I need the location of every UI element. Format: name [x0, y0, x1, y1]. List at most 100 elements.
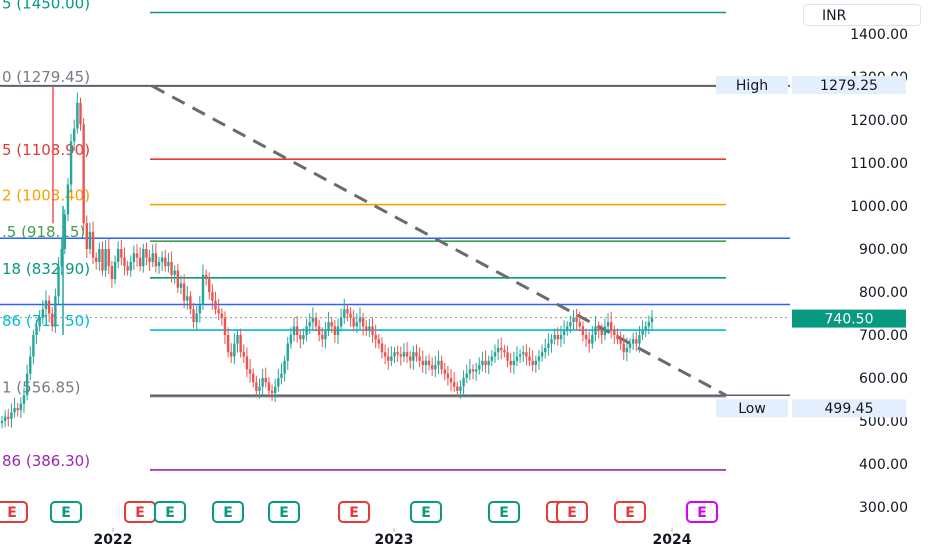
earnings-marker[interactable]: E [614, 501, 646, 523]
candle-body [47, 300, 51, 314]
candle-body [594, 326, 597, 335]
y-tick-label: 800.00 [859, 285, 908, 301]
earnings-marker[interactable]: E [410, 501, 442, 523]
candle-body [69, 141, 73, 185]
candle-body [173, 270, 176, 275]
candle-body [138, 257, 142, 267]
candle-body [402, 352, 406, 357]
earnings-marker[interactable]: E [686, 501, 718, 523]
earnings-marker-box [268, 501, 300, 523]
candle-body [157, 261, 161, 267]
candle-body [135, 253, 139, 258]
candle-body [299, 335, 302, 340]
candle-body [208, 279, 211, 292]
earnings-marker[interactable]: E [0, 501, 28, 523]
candle-body [167, 261, 170, 267]
candle-body [493, 352, 497, 357]
candle-body [393, 352, 396, 357]
candle-body [591, 335, 594, 344]
earnings-marker[interactable]: E [212, 501, 244, 523]
candle-body [201, 274, 205, 305]
candle-body [88, 231, 92, 249]
candle-body [478, 365, 481, 370]
price-axis: 1400.001300.001200.001100.001000.00900.0… [850, 27, 908, 516]
price-tag: High 1279.25 [716, 75, 906, 94]
tag-label-bg [716, 75, 788, 94]
dashed-trendline[interactable] [151, 84, 727, 397]
candle-body [277, 378, 280, 387]
y-tick-label: 1000.00 [850, 199, 908, 215]
y-tick-label: 500.00 [859, 414, 908, 430]
candle-body [217, 309, 220, 314]
trendline [151, 84, 727, 397]
currency-selector[interactable]: INR [803, 4, 921, 26]
candle-body [245, 356, 249, 370]
candle-body [597, 326, 600, 331]
candle-body [317, 326, 321, 335]
earnings-marker[interactable]: E [556, 501, 588, 523]
price-tag: Low 499.45 [716, 399, 906, 418]
earnings-marker-letter: E [223, 505, 233, 521]
candle-body [396, 352, 399, 355]
candle-body [142, 249, 145, 267]
candle-body [292, 326, 296, 335]
candle-body [339, 317, 343, 327]
candle-body [409, 356, 412, 361]
earnings-marker[interactable]: E [50, 501, 82, 523]
candle-body [578, 322, 581, 327]
candle-body [51, 313, 54, 327]
earnings-marker[interactable]: E [338, 501, 370, 523]
earnings-marker-letter: E [135, 505, 145, 521]
candle-body [638, 335, 641, 344]
candle-body [635, 339, 638, 344]
earnings-marker-letter: E [697, 505, 707, 521]
candle-body [41, 309, 45, 318]
y-tick-label: 900.00 [859, 242, 908, 258]
earnings-marker-box [0, 501, 28, 523]
candle-body [449, 378, 453, 383]
candle-body [515, 356, 519, 361]
candle-body [481, 360, 484, 366]
earnings-marker[interactable]: E [154, 501, 186, 523]
candlesticks [0, 86, 654, 429]
candle-body [10, 412, 13, 419]
candle-body [236, 335, 239, 344]
candle-body [540, 352, 544, 357]
candle-body [198, 304, 202, 314]
earnings-marker-box [488, 501, 520, 523]
candle-body [622, 343, 625, 353]
candle-body [518, 354, 522, 357]
candle-body [584, 335, 588, 340]
candle-body [107, 249, 110, 267]
candle-body [226, 335, 230, 353]
candle-body [418, 356, 421, 361]
candle-body [487, 360, 490, 366]
candle-body [550, 339, 553, 344]
candle-body [73, 128, 76, 142]
earnings-marker-letter: E [499, 505, 509, 521]
candle-body [581, 326, 585, 335]
candle-body [613, 330, 616, 335]
fib-label: 2 (1003.40) [2, 187, 90, 205]
candle-body [330, 322, 333, 327]
candle-body [644, 326, 647, 331]
y-tick-label: 1100.00 [850, 156, 908, 172]
earnings-marker[interactable]: E [268, 501, 300, 523]
earnings-marker[interactable]: E [488, 501, 520, 523]
earnings-marker[interactable]: E [124, 501, 156, 523]
candle-body [365, 326, 368, 331]
candle-body [415, 352, 418, 357]
candle-body [242, 352, 245, 357]
earnings-marker-box [154, 501, 186, 523]
candle-body [537, 356, 541, 361]
tag-value-bg [792, 75, 906, 94]
candle-body [631, 339, 635, 344]
candle-body [368, 326, 371, 331]
candle-body [531, 360, 534, 366]
candle-body [29, 356, 32, 374]
candle-body [556, 335, 559, 340]
candle-body [506, 352, 509, 361]
y-tick-label: 300.00 [859, 500, 908, 516]
candle-body [204, 274, 208, 280]
